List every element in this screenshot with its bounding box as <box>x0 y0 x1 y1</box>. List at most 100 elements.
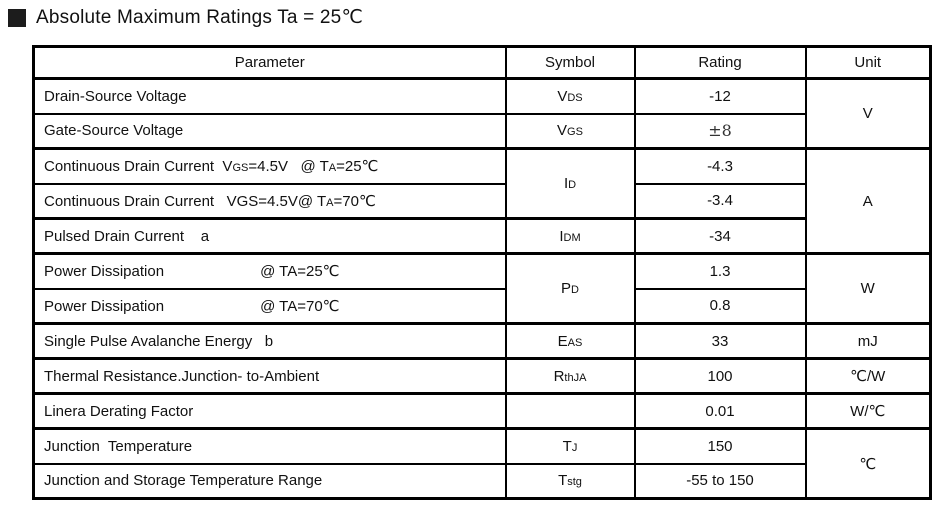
text-segment: =70℃ <box>333 192 376 210</box>
cell-unit: ℃ <box>804 427 932 500</box>
cell-symbol: EAS <box>504 322 636 360</box>
text-segment: ℃ <box>859 455 877 473</box>
text-segment: =4.5V @ T <box>248 158 329 176</box>
cell-parameter: Gate-Source Voltage <box>32 112 507 150</box>
text-segment: Continuous Drain Current VGS=4.5V@ T <box>44 192 327 210</box>
text-segment: E <box>557 332 568 350</box>
cell-unit: ℃/W <box>804 357 932 395</box>
text-segment: Linera Derating Factor <box>44 402 194 420</box>
text-segment: Drain-Source Voltage <box>44 87 187 105</box>
cell-rating: -4.3 <box>633 147 807 185</box>
section-title-text: Absolute Maximum Ratings Ta = 25℃ <box>36 7 363 28</box>
table-row: Thermal Resistance.Junction- to-Ambient R… <box>32 357 932 395</box>
section-title: Absolute Maximum Ratings Ta = 25℃ <box>8 6 363 29</box>
subscript-text: thJA <box>564 371 587 384</box>
text-segment: 0.01 <box>705 402 735 420</box>
table-row: Continuous Drain Current VGS=4.5V @ TA=2… <box>32 147 932 255</box>
text-segment: 150 <box>707 437 733 455</box>
cell-unit: A <box>804 147 932 255</box>
text-segment: P <box>561 280 572 297</box>
table-row: Gate-Source Voltage VGS ±8 <box>32 112 931 150</box>
cell-rating: -34 <box>633 217 807 255</box>
cell-unit: W/℃ <box>804 392 932 430</box>
cell-rating: -12 <box>633 77 807 115</box>
cell-rating: ±8 <box>633 112 807 150</box>
text-segment: Junction Temperature <box>44 437 193 455</box>
text-segment: I <box>563 175 569 192</box>
text-segment: -34 <box>709 227 731 245</box>
subscript-text: DM <box>563 231 581 244</box>
text-segment: 100 <box>707 367 733 385</box>
cell-symbol: ID <box>504 147 636 220</box>
cell-parameter: Thermal Resistance.Junction- to-Ambient <box>32 357 507 395</box>
subscript-text: D <box>571 284 579 296</box>
cell-rating: 1.3 <box>633 252 807 290</box>
text-segment: -4.3 <box>707 157 733 175</box>
cell-parameter: Pulsed Drain Current a <box>32 217 507 255</box>
cell-parameter: Power Dissipation @ TA=70℃ <box>32 287 507 325</box>
subscript-text: DS <box>567 91 583 104</box>
text-segment: @ TA=25℃ <box>260 263 340 281</box>
text-segment: Pulsed Drain Current a <box>44 227 210 245</box>
text-segment: 1.3 <box>709 262 731 280</box>
subscript-text: A <box>326 196 334 209</box>
cell-parameter: Junction Temperature <box>32 427 507 465</box>
cell-unit: mJ <box>804 322 932 360</box>
text-segment: W <box>860 280 875 297</box>
cell-symbol: TJ <box>504 427 636 465</box>
subscript-text: A <box>328 162 337 175</box>
text-segment: Single Pulse Avalanche Energy b <box>44 332 274 350</box>
text-segment: ℃/W <box>850 368 886 385</box>
cell-symbol: Tstg <box>504 462 636 500</box>
cell-parameter: Linera Derating Factor <box>32 392 507 430</box>
section-bullet-icon <box>8 8 26 27</box>
text-segment: V <box>557 122 568 140</box>
text-segment: 33 <box>711 332 729 350</box>
text-segment: Continuous Drain Current V <box>44 158 233 176</box>
cell-symbol: VGS <box>504 112 636 150</box>
absolute-maximum-ratings-table: Parameter Symbol Rating Unit Drain-Sourc… <box>32 45 932 500</box>
table-row: Power Dissipation @ TA=70℃ 0.8 <box>32 287 931 325</box>
cell-symbol: RthJA <box>504 357 636 395</box>
table-body: Drain-Source Voltage VDS -12 V Gate-Source V… <box>32 77 932 500</box>
subscript-text: D <box>568 179 577 191</box>
text-segment: -55 to 150 <box>686 472 754 490</box>
table-row: Junction Temperature TJ 150 ℃ <box>32 427 932 500</box>
text-segment: =25℃ <box>336 158 379 176</box>
text-segment: I <box>559 227 564 245</box>
text-segment: ±8 <box>708 121 732 141</box>
table-header: Parameter Symbol Rating Unit <box>32 45 932 80</box>
cell-symbol: VDS <box>504 77 636 115</box>
table-row: Junction and Storage Temperature Range Ts… <box>32 462 931 500</box>
cell-rating: 0.8 <box>633 287 807 325</box>
cell-rating: -55 to 150 <box>633 462 807 500</box>
text-segment: Gate-Source Voltage <box>44 122 184 140</box>
cell-rating: 150 <box>633 427 807 465</box>
text-segment: W/℃ <box>850 403 886 420</box>
table-row: Continuous Drain Current VGS=4.5V@ TA=70… <box>32 182 931 220</box>
cell-parameter: Continuous Drain Current VGS=4.5V @ TA=2… <box>32 147 507 185</box>
header-symbol: Symbol <box>504 45 636 80</box>
subscript-text: stg <box>567 476 582 489</box>
cell-parameter: Drain-Source Voltage <box>32 77 507 115</box>
cell-symbol: IDM <box>504 217 636 255</box>
table-row: Power Dissipation @ TA=25℃ PD 1.3 W <box>32 252 932 325</box>
text-segment: mJ <box>857 332 878 350</box>
text-segment: Junction and Storage Temperature Range <box>44 472 323 490</box>
subscript-text: AS <box>567 336 583 349</box>
subscript-text: J <box>571 441 578 454</box>
table-header-row: Parameter Symbol Rating Unit <box>32 45 932 80</box>
text-segment: Power Dissipation <box>44 297 165 315</box>
cell-parameter: Continuous Drain Current VGS=4.5V@ TA=70… <box>32 182 507 220</box>
cell-rating: -3.4 <box>633 182 807 220</box>
cell-parameter: Junction and Storage Temperature Range <box>32 462 507 500</box>
text-segment: 0.8 <box>709 297 731 315</box>
text-segment: -12 <box>709 87 731 105</box>
text-segment: -3.4 <box>707 192 733 210</box>
table-row: Single Pulse Avalanche Energy b EAS 33 mJ <box>32 322 932 360</box>
text-segment: V <box>862 105 873 122</box>
text-segment: Thermal Resistance.Junction- to-Ambient <box>44 367 320 385</box>
table-row: Pulsed Drain Current a IDM -34 <box>32 217 931 255</box>
text-segment: T <box>562 437 572 455</box>
